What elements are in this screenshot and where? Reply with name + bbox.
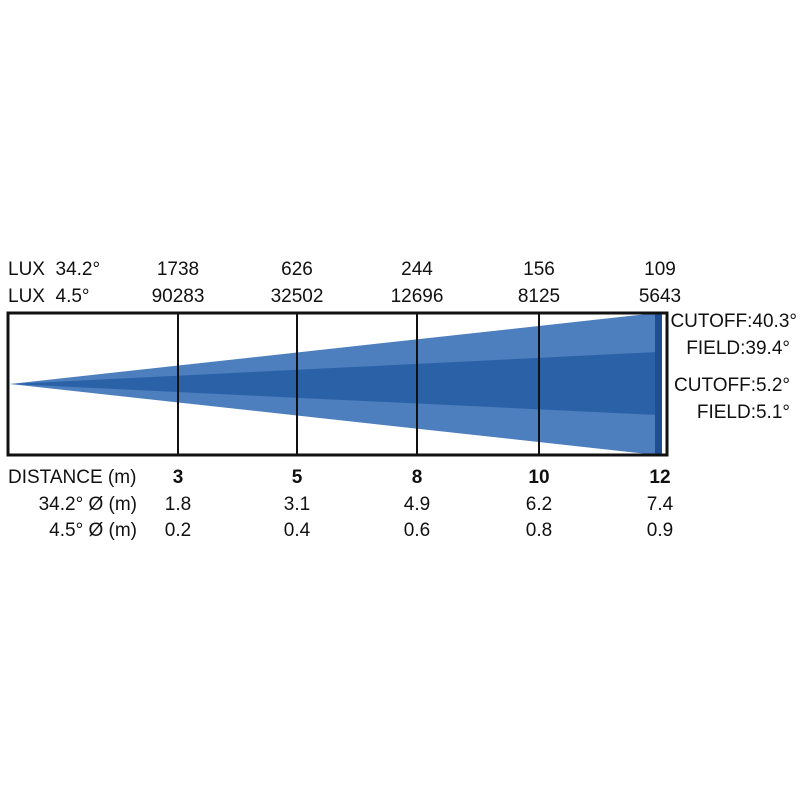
lux-value: 109 [644,259,676,280]
angle-label: CUTOFF:5.2° [674,375,790,396]
distance-value: 5 [292,467,303,488]
angle-label: CUTOFF:40.3° [670,311,797,332]
distance-value: 10 [528,467,549,488]
angle-label: FIELD:5.1° [697,402,790,423]
angle-label: FIELD:39.4° [686,338,790,359]
lux-label: LUX 34.2° [8,259,100,280]
diameter-value: 6.2 [526,494,552,515]
diameter-value: 1.8 [165,494,191,515]
diameter-value: 0.4 [284,520,311,541]
lux-value: 8125 [518,286,560,307]
distance-value: 3 [173,467,184,488]
frame [6,311,669,457]
lux-value: 626 [281,259,313,280]
lux-value: 32502 [271,286,324,307]
diameter-value: 3.1 [284,494,310,515]
lux-value: 12696 [391,286,444,307]
diameter-label: 34.2° Ø (m) [39,494,137,515]
diameter-value: 0.9 [647,520,673,541]
diameter-value: 7.4 [647,494,674,515]
lux-value: 5643 [639,286,681,307]
beam-end [655,313,662,455]
distance-value: 12 [649,467,670,488]
distance-label: DISTANCE (m) [8,467,136,488]
diameter-value: 0.2 [165,520,191,541]
lux-label: LUX 4.5° [8,286,90,307]
diameter-value: 0.6 [404,520,430,541]
lux-value: 156 [523,259,555,280]
distance-value: 8 [412,467,423,488]
narrow-beam [10,352,657,415]
lux-value: 1738 [157,259,199,280]
diameter-label: 4.5° Ø (m) [49,520,137,541]
diameter-value: 0.8 [526,520,552,541]
diameter-value: 4.9 [404,494,430,515]
lux-value: 90283 [152,286,205,307]
lux-value: 244 [401,259,433,280]
